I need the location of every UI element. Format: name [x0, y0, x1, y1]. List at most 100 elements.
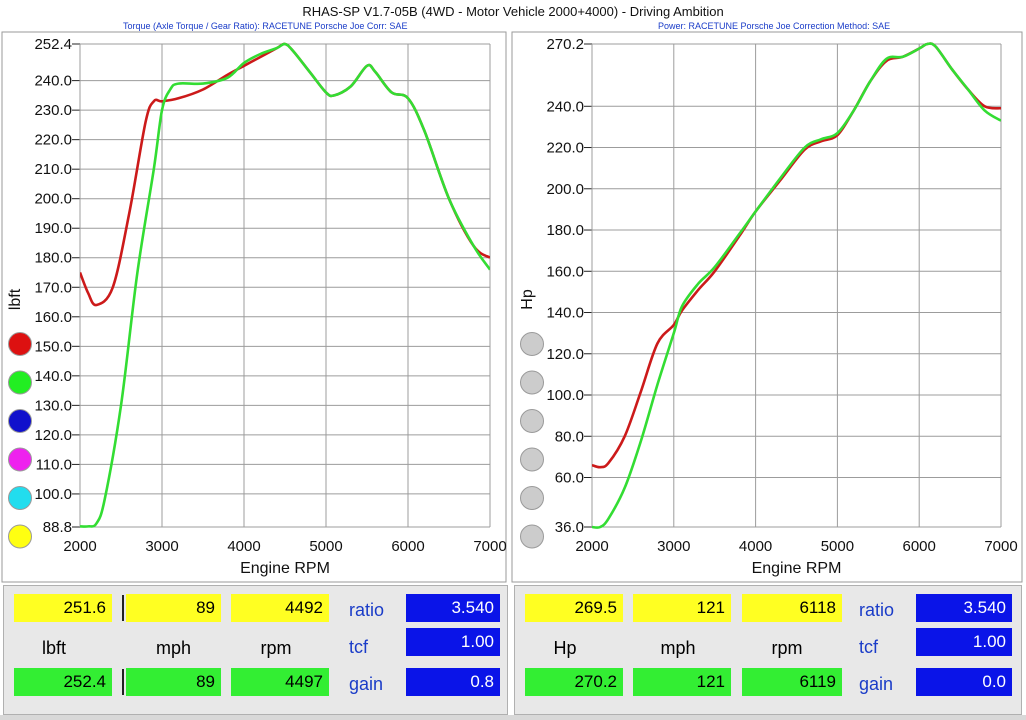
y-tick-label: 120.0 [546, 346, 584, 363]
run-color-button-4[interactable] [8, 447, 32, 472]
run-color-button-3[interactable] [8, 409, 32, 433]
y-tick-label: 270.2 [546, 36, 584, 53]
y-axis-label: Hp [519, 289, 536, 310]
y-tick-label: 230.0 [34, 102, 72, 119]
y-tick-label: 160.0 [546, 263, 584, 280]
mph-green: 89 [126, 668, 221, 696]
unit-label-rpm: rpm [771, 638, 803, 658]
y-tick-label: 240.0 [546, 98, 584, 115]
y-tick-label: 180.0 [34, 250, 72, 267]
y-tick-label: 36.0 [555, 519, 584, 536]
peak-power-red: 269.5 [525, 594, 623, 622]
x-tick-label: 6000 [391, 538, 424, 555]
peak-torque-green: 252.4 [14, 668, 112, 696]
window-title: RHAS-SP V1.7-05B (4WD - Motor Vehicle 20… [302, 4, 724, 19]
y-tick-label: 210.0 [34, 161, 72, 178]
x-tick-label: 5000 [821, 538, 854, 555]
mph-green: 121 [633, 668, 731, 696]
unit-label-mph: mph [155, 638, 191, 658]
tcf-value[interactable]: 1.00 [916, 628, 1012, 656]
gain-value[interactable]: 0.8 [406, 668, 500, 696]
peak-torque-red: 251.6 [14, 594, 112, 622]
run-slot-button-2[interactable] [520, 370, 544, 395]
y-tick-label: 220.0 [546, 140, 584, 157]
y-tick-label: 130.0 [34, 397, 72, 414]
rpm-green: 6119 [742, 668, 842, 696]
x-tick-label: 2000 [63, 538, 96, 555]
run-slot-button-3[interactable] [520, 409, 544, 433]
run-color-button-5[interactable] [8, 486, 32, 510]
torque-chart: 88.8 100.0 110.0 120.0 130.0 140.0 150.0 160.0 1… [1, 31, 507, 583]
right-readout-panel: 269.5 121 6118 Hp mph rpm 270.2 121 6119… [514, 585, 1022, 715]
rpm-green: 4497 [231, 668, 329, 696]
y-tick-label: 88.8 [43, 519, 72, 536]
power-subtitle: Power: RACETUNE Porsche Joe Correction M… [658, 21, 891, 31]
run-slot-button-4[interactable] [520, 447, 544, 472]
run-color-button-6[interactable] [8, 524, 32, 549]
y-tick-label: 252.4 [34, 36, 72, 53]
left-readout-panel: 251.6 89 4492 lbft mph rpm 252.4 89 4497… [3, 585, 508, 715]
y-tick-label: 240.0 [34, 73, 72, 90]
unit-label-rpm: rpm [260, 638, 292, 658]
y-tick-label: 170.0 [34, 279, 72, 296]
series-line-green [80, 42, 490, 528]
ratio-label: ratio [349, 600, 385, 620]
gain-value[interactable]: 0.0 [916, 668, 1012, 696]
unit-label-hp: Hp [553, 638, 577, 658]
x-tick-label: 3000 [657, 538, 690, 555]
y-tick-label: 140.0 [546, 305, 584, 322]
run-slot-button-5[interactable] [520, 486, 544, 510]
x-tick-label: 5000 [309, 538, 342, 555]
mph-red: 89 [126, 594, 221, 622]
y-tick-label: 120.0 [34, 427, 72, 444]
mph-red: 121 [633, 594, 731, 622]
y-tick-label: 200.0 [546, 181, 584, 198]
x-tick-label: 6000 [903, 538, 936, 555]
gain-label: gain [349, 674, 384, 694]
y-tick-label: 100.0 [34, 486, 72, 503]
rpm-red: 6118 [742, 594, 842, 622]
separator [122, 595, 124, 621]
x-tick-label: 7000 [984, 538, 1017, 555]
run-color-button-1[interactable] [8, 332, 32, 356]
series-line-green [592, 42, 1001, 529]
x-tick-label: 4000 [227, 538, 260, 555]
charts-area: 88.8 100.0 110.0 120.0 130.0 140.0 150.0 160.0 1… [1, 31, 1023, 583]
y-tick-label: 190.0 [34, 220, 72, 237]
x-axis-label: Engine RPM [752, 560, 842, 577]
separator [122, 669, 124, 695]
unit-label-lbft: lbft [41, 638, 66, 658]
ratio-value[interactable]: 3.540 [406, 594, 500, 622]
ratio-value[interactable]: 3.540 [916, 594, 1012, 622]
y-tick-label: 100.0 [546, 387, 584, 404]
y-tick-label: 60.0 [555, 470, 584, 487]
run-slot-button-1[interactable] [520, 332, 544, 356]
x-tick-label: 2000 [575, 538, 608, 555]
y-tick-label: 80.0 [555, 428, 584, 445]
left-run-selectors [8, 332, 32, 549]
status-strip [0, 715, 1026, 720]
x-tick-label: 7000 [473, 538, 506, 555]
x-tick-label: 4000 [739, 538, 772, 555]
tcf-label: tcf [349, 637, 369, 657]
y-tick-label: 160.0 [34, 309, 72, 326]
tcf-value[interactable]: 1.00 [406, 628, 500, 656]
x-tick-label: 3000 [145, 538, 178, 555]
y-axis-label: lbft [7, 288, 24, 310]
rpm-red: 4492 [231, 594, 329, 622]
y-tick-label: 110.0 [36, 456, 72, 473]
right-run-selectors [520, 332, 544, 549]
gain-label: gain [859, 674, 894, 694]
ratio-label: ratio [859, 600, 895, 620]
run-slot-button-6[interactable] [520, 524, 544, 549]
torque-subtitle: Torque (Axle Torque / Gear Ratio): RACET… [123, 21, 408, 31]
peak-power-green: 270.2 [525, 668, 623, 696]
power-chart: 36.0 60.0 80.0 100.0 120.0 140.0 160.0 180.0 200… [511, 31, 1023, 583]
run-color-button-2[interactable] [8, 370, 32, 395]
chart-frame [1, 31, 507, 583]
y-tick-label: 150.0 [34, 338, 72, 355]
y-tick-label: 140.0 [34, 368, 72, 385]
tcf-label: tcf [859, 637, 879, 657]
y-tick-label: 180.0 [546, 222, 584, 239]
chart-frame [511, 31, 1023, 583]
